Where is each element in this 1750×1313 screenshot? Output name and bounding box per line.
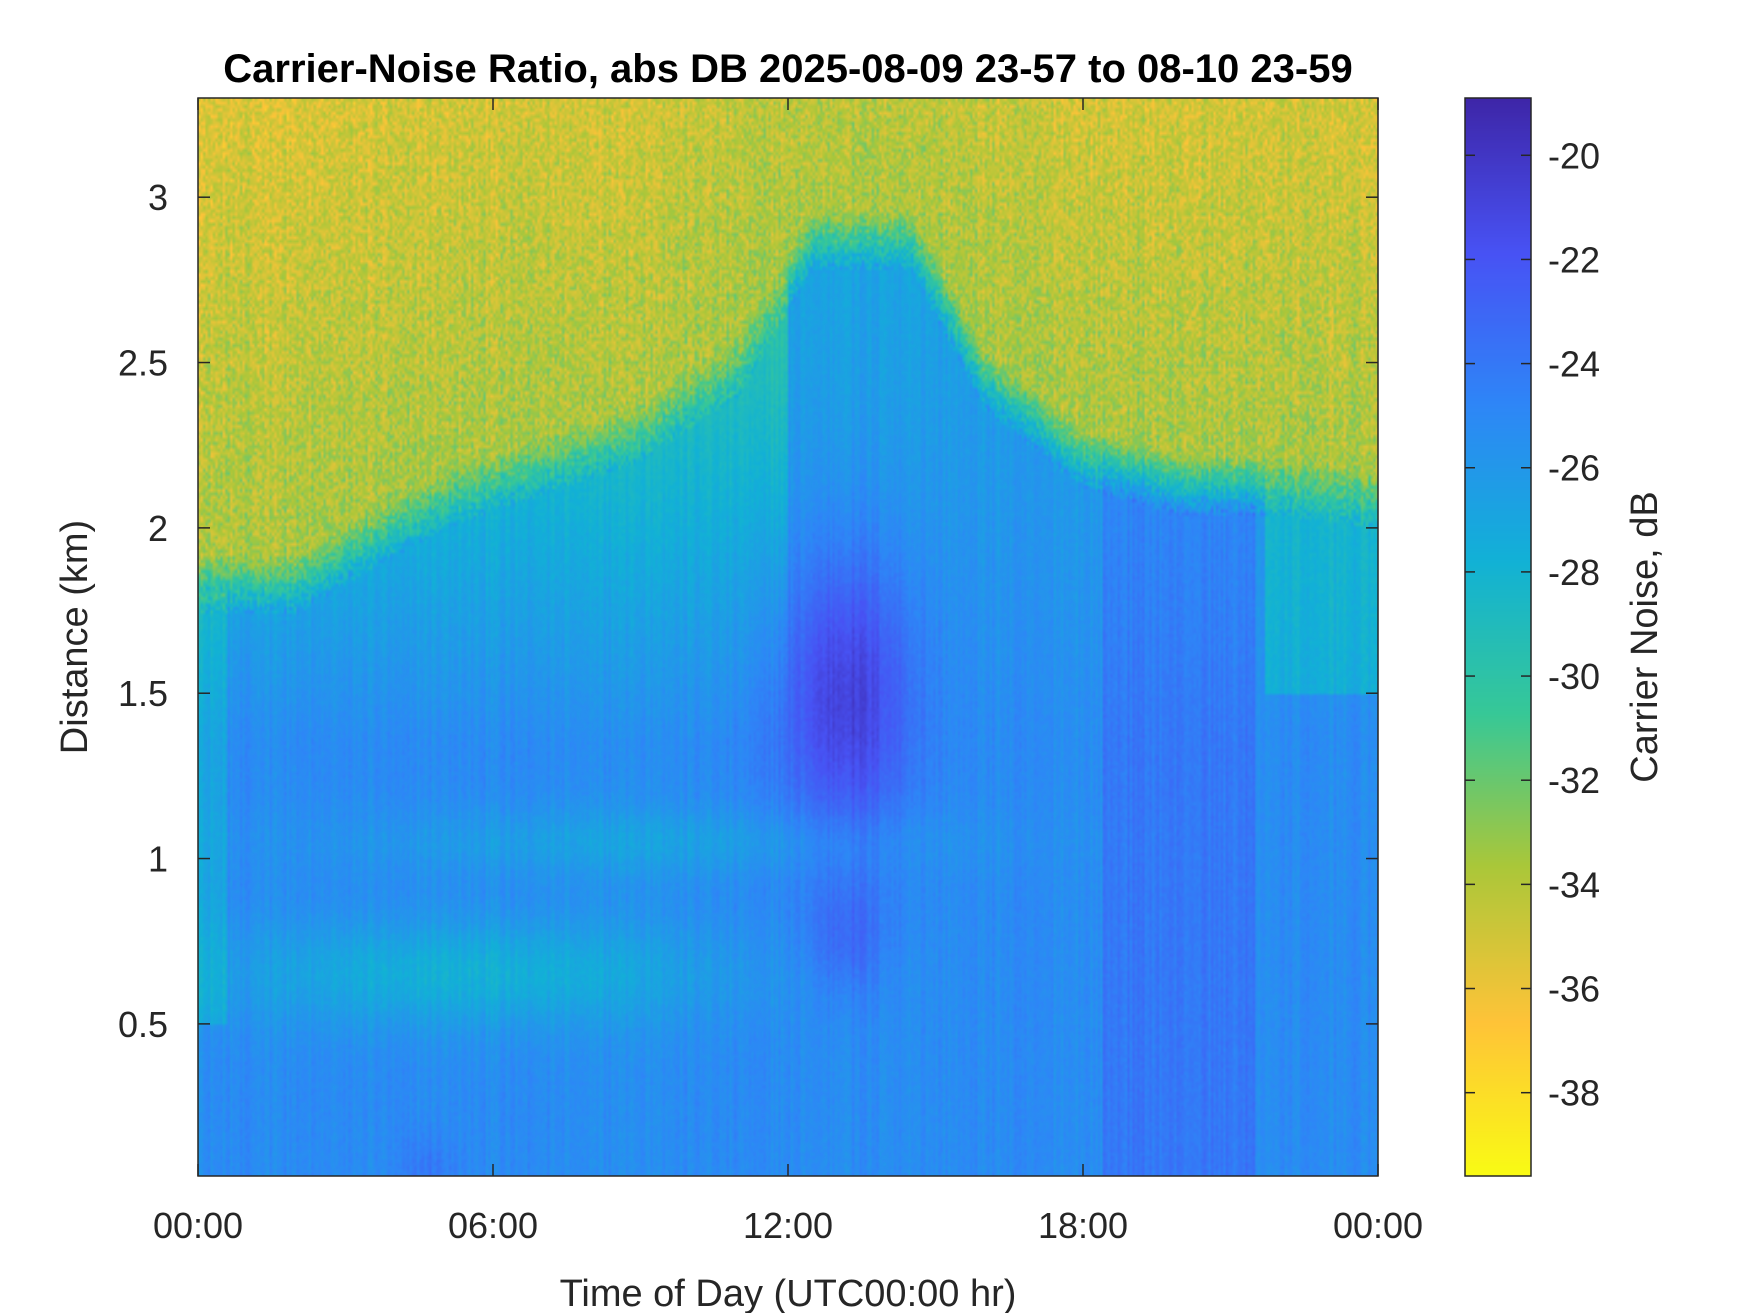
colorbar-tick-label: -20 (1548, 135, 1600, 176)
x-axis: 00:00 06:00 12:00 18:00 00:00 (153, 98, 1423, 1246)
colorbar-tick-label: -34 (1548, 864, 1600, 905)
colorbar-gradient (1465, 98, 1531, 1176)
colorbar-tick-label: -24 (1548, 344, 1600, 385)
colorbar-axis: -20 -22 -24 -26 -28 -30 -32 -34 -36 -38 (1465, 135, 1600, 1114)
y-tick-label: 2 (148, 508, 168, 549)
colorbar-tick-label: -26 (1548, 448, 1600, 489)
x-tick-label: 12:00 (743, 1205, 833, 1246)
y-tick-label: 2.5 (118, 343, 168, 384)
x-tick-label: 00:00 (1333, 1205, 1423, 1246)
y-tick-label: 1 (148, 839, 168, 880)
colorbar-tick-label: -28 (1548, 552, 1600, 593)
heatmap-plot-area (198, 98, 1378, 1176)
x-tick-label: 00:00 (153, 1205, 243, 1246)
colorbar-tick-label: -30 (1548, 656, 1600, 697)
x-tick-label: 06:00 (448, 1205, 538, 1246)
colorbar-frame (1464, 97, 1532, 1177)
chart-title: Carrier-Noise Ratio, abs DB 2025-08-09 2… (223, 47, 1352, 91)
y-axis-label: Distance (km) (54, 520, 96, 754)
colorbar-tick-label: -22 (1548, 239, 1600, 280)
colorbar-tick-label: -36 (1548, 969, 1600, 1010)
colorbar-tick-label: -32 (1548, 760, 1600, 801)
colorbar-tick-label: -38 (1548, 1073, 1600, 1114)
y-tick-label: 3 (148, 177, 168, 218)
x-axis-label: Time of Day (UTC00:00 hr) (560, 1273, 1017, 1313)
colorbar-label: Carrier Noise, dB (1624, 491, 1666, 782)
y-tick-label: 0.5 (118, 1004, 168, 1045)
x-tick-label: 18:00 (1038, 1205, 1128, 1246)
y-axis: 0.5 1 1.5 2 2.5 3 (118, 177, 1378, 1045)
y-tick-label: 1.5 (118, 673, 168, 714)
